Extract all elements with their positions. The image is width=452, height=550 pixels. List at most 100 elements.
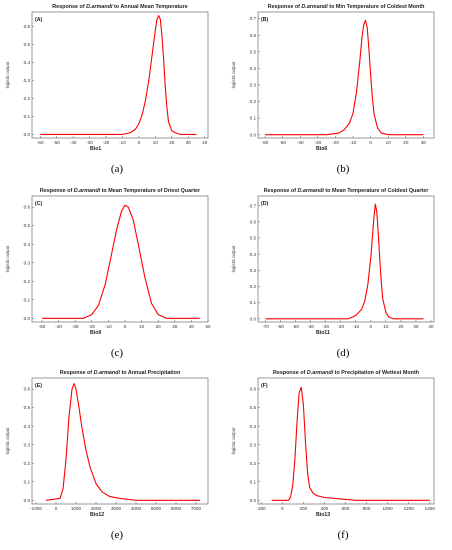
x-tick-label: 30 <box>413 324 419 329</box>
x-tick-label: -20 <box>332 140 339 145</box>
x-axis-label: Bio12 <box>90 512 104 518</box>
chart-panel-1: Response of D.armandi to Annual Mean Tem… <box>0 0 226 183</box>
x-tick-label: -30 <box>315 140 322 145</box>
x-tick-label: 6000 <box>171 506 182 511</box>
x-tick-label: -20 <box>88 324 95 329</box>
chart-title: Response of D.armandi to Annual Precipit… <box>60 370 181 376</box>
y-tick-label: 0.6 <box>24 24 31 29</box>
y-tick-label: 0.4 <box>250 66 257 71</box>
chart-svg: Response of D.armandi to Mean Temperatur… <box>231 188 435 359</box>
chart-panel-4: Response of D.armandi to Mean Temperatur… <box>226 184 452 367</box>
y-axis-label: logistic output <box>231 61 236 89</box>
x-tick-label: -30 <box>86 140 93 145</box>
title-species: D.armandi <box>94 370 121 376</box>
panel-label: (A) <box>35 17 42 23</box>
x-tick-label: -50 <box>39 324 46 329</box>
title-prefix: Response of <box>52 4 86 10</box>
panel-label: (D) <box>261 201 268 207</box>
x-tick-label: 20 <box>398 324 404 329</box>
chart-panel-2: Response of D.armandi to Min Temperature… <box>226 0 452 183</box>
x-tick-label: -50 <box>279 140 286 145</box>
y-tick-label: 0.3 <box>24 260 31 265</box>
subfigure-label: (e) <box>111 529 124 541</box>
response-curve-line <box>41 204 200 319</box>
y-axis-label: logistic output <box>5 245 10 273</box>
y-tick-label: 0.2 <box>24 96 31 101</box>
x-tick-label: 0 <box>138 140 141 145</box>
response-curve-line <box>265 19 424 136</box>
y-tick-label: 0.3 <box>250 83 257 88</box>
chart-title: Response of D.armandi to Annual Mean Tem… <box>52 4 187 10</box>
x-tick-label: 0 <box>281 506 284 511</box>
x-tick-label: 4000 <box>131 506 142 511</box>
y-tick-label: 0.6 <box>250 219 257 224</box>
title-species: D.armandi <box>307 370 334 376</box>
x-tick-label: 2000 <box>91 506 102 511</box>
y-tick-label: 0.0 <box>24 132 31 137</box>
subfigure-label: (c) <box>111 347 124 359</box>
x-tick-label: 50 <box>205 324 211 329</box>
x-tick-label: -30 <box>72 324 79 329</box>
title-species: D.armandi <box>74 188 101 194</box>
y-tick-label: 0.6 <box>250 387 257 392</box>
y-tick-label: 0.6 <box>250 33 257 38</box>
y-tick-label: 0.3 <box>250 442 257 447</box>
y-axis-label: logistic output <box>5 61 10 89</box>
x-tick-label: -60 <box>37 140 44 145</box>
x-axis-label: Bio6 <box>316 146 327 152</box>
subfigure-label: (d) <box>337 347 350 359</box>
x-tick-label: -70 <box>262 324 269 329</box>
subfigure-label: (a) <box>111 163 124 175</box>
y-tick-label: 0.4 <box>250 252 257 257</box>
response-curve-line <box>40 15 197 135</box>
x-tick-label: 20 <box>156 324 162 329</box>
x-tick-label: 40 <box>202 140 208 145</box>
x-tick-label: -50 <box>53 140 60 145</box>
title-species: D.armandi <box>301 4 328 10</box>
x-tick-label: -20 <box>337 324 344 329</box>
x-tick-label: 5000 <box>151 506 162 511</box>
y-tick-label: 0.2 <box>24 279 31 284</box>
y-tick-label: 0.4 <box>250 424 257 429</box>
chart-svg: Response of D.armandi to Mean Temperatur… <box>5 188 211 359</box>
x-tick-label: -60 <box>262 140 269 145</box>
x-tick-label: 20 <box>169 140 175 145</box>
chart-title: Response of D.armandi to Mean Temperatur… <box>40 188 201 194</box>
y-tick-label: 0.3 <box>24 78 31 83</box>
x-tick-label: 20 <box>403 140 409 145</box>
subfigure-label: (b) <box>337 163 350 175</box>
x-tick-label: 10 <box>153 140 159 145</box>
x-tick-label: 10 <box>383 324 389 329</box>
x-tick-label: 30 <box>186 140 192 145</box>
y-tick-label: 0.3 <box>24 442 31 447</box>
y-tick-label: 0.1 <box>24 297 31 302</box>
y-tick-label: 0.4 <box>24 60 31 65</box>
x-axis-label: Bio13 <box>316 512 330 518</box>
x-tick-label: 0 <box>370 324 373 329</box>
title-suffix: to Mean Temperature of Driest Quarter <box>100 188 201 194</box>
title-prefix: Response of <box>273 370 307 376</box>
response-curve-line <box>45 383 200 501</box>
y-axis-label: logistic output <box>231 427 236 455</box>
y-tick-label: 0.5 <box>250 236 257 241</box>
response-curve-line <box>265 203 424 320</box>
y-tick-label: 0.5 <box>250 49 257 54</box>
x-tick-label: 400 <box>321 506 329 511</box>
panel-label: (E) <box>35 383 42 389</box>
y-tick-label: 0.0 <box>250 498 257 503</box>
x-tick-label: 1400 <box>425 506 436 511</box>
y-tick-label: 0.2 <box>250 99 257 104</box>
y-tick-label: 0.0 <box>250 132 257 137</box>
title-suffix: to Mean Temperature of Coldest Quarter <box>324 188 429 194</box>
y-axis-label: logistic output <box>231 245 236 273</box>
y-tick-label: 0.7 <box>250 203 257 208</box>
x-tick-label: -40 <box>55 324 62 329</box>
y-tick-label: 0.5 <box>250 405 257 410</box>
y-tick-label: 0.5 <box>24 405 31 410</box>
x-tick-label: 1000 <box>383 506 394 511</box>
x-tick-label: -40 <box>297 140 304 145</box>
x-tick-label: 0 <box>124 324 127 329</box>
y-tick-label: 0.3 <box>250 268 257 273</box>
plot-frame <box>257 195 435 323</box>
y-tick-label: 0.2 <box>250 284 257 289</box>
